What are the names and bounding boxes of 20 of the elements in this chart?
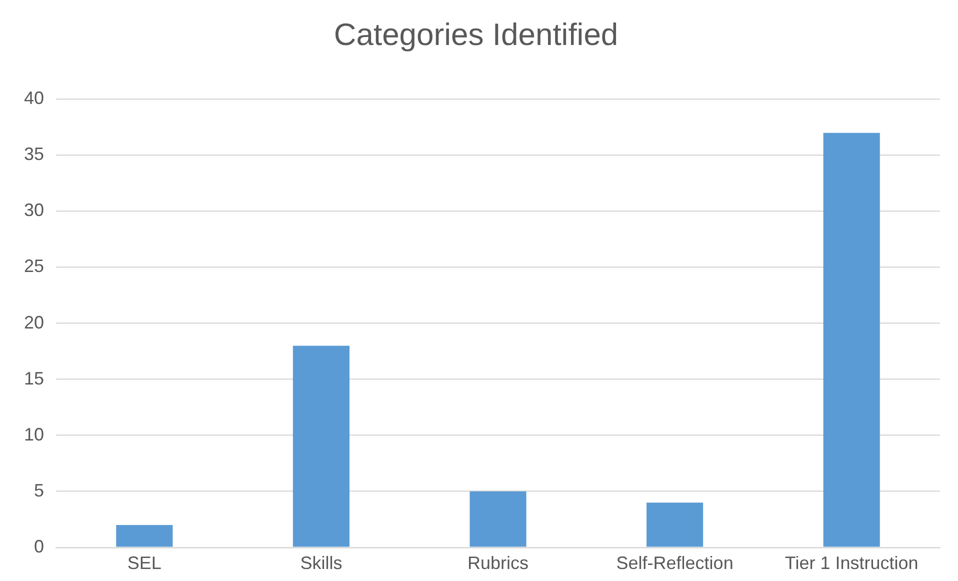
y-tick-label: 0 bbox=[34, 536, 44, 556]
y-tick-label: 10 bbox=[24, 424, 44, 444]
bar bbox=[646, 502, 704, 547]
bar bbox=[470, 491, 526, 547]
x-tick-label: Rubrics bbox=[468, 553, 529, 574]
x-tick-label: Tier 1 Instruction bbox=[784, 553, 918, 574]
bar bbox=[823, 132, 880, 547]
y-tick-label: 15 bbox=[24, 368, 44, 388]
bar bbox=[116, 524, 173, 547]
bar bbox=[292, 346, 350, 547]
x-tick-label: Self-Reflection bbox=[616, 553, 734, 574]
chart-title: Categories Identified bbox=[334, 17, 618, 52]
y-tick-label: 30 bbox=[24, 200, 44, 220]
y-tick-label: 40 bbox=[24, 88, 44, 108]
y-tick-label: 5 bbox=[34, 480, 44, 500]
y-tick-label: 20 bbox=[24, 312, 44, 332]
x-tick-label: Skills bbox=[300, 553, 342, 574]
x-tick-label: SEL bbox=[127, 553, 162, 574]
y-tick-label: 35 bbox=[24, 144, 44, 164]
y-tick-label: 25 bbox=[24, 256, 44, 276]
